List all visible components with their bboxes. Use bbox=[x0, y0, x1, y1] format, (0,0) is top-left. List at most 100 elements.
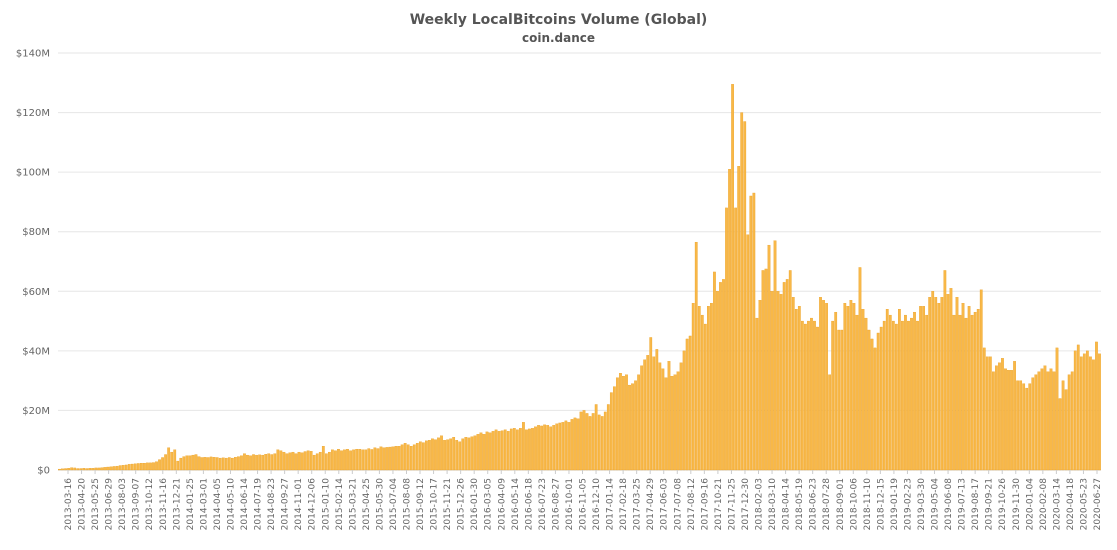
bar bbox=[867, 329, 871, 471]
bar bbox=[673, 374, 677, 471]
bar bbox=[497, 431, 501, 471]
bar bbox=[922, 306, 925, 471]
bar bbox=[249, 455, 252, 471]
bar bbox=[837, 329, 841, 471]
bar bbox=[1079, 356, 1083, 471]
bar bbox=[843, 303, 847, 471]
x-tick-label: 2015-12-26 bbox=[457, 478, 467, 531]
bar bbox=[828, 374, 832, 471]
bar bbox=[652, 356, 656, 471]
x-tick-label: 2018-04-14 bbox=[782, 478, 792, 531]
x-tick-label: 2013-04-20 bbox=[78, 478, 88, 531]
bar bbox=[916, 320, 919, 471]
x-tick-label: 2016-07-23 bbox=[538, 478, 548, 530]
bar bbox=[746, 234, 750, 471]
bar bbox=[294, 453, 298, 471]
bar bbox=[528, 428, 531, 471]
bar bbox=[140, 462, 143, 471]
bar bbox=[588, 416, 592, 471]
bar bbox=[758, 300, 762, 471]
bar bbox=[443, 440, 446, 471]
x-tick-label: 2018-05-19 bbox=[795, 478, 805, 531]
bar bbox=[188, 455, 192, 471]
bar bbox=[1046, 371, 1050, 471]
x-tick-label: 2018-12-15 bbox=[876, 478, 886, 530]
bar bbox=[606, 404, 610, 471]
bar bbox=[446, 439, 449, 471]
bar bbox=[643, 359, 647, 471]
bar bbox=[731, 84, 734, 471]
bar bbox=[1082, 353, 1086, 471]
bar bbox=[212, 457, 216, 471]
x-tick-label: 2020-03-14 bbox=[1052, 478, 1062, 531]
x-tick-label: 2016-05-14 bbox=[511, 478, 521, 531]
bar bbox=[949, 288, 953, 471]
bar bbox=[340, 450, 343, 471]
bar bbox=[1043, 365, 1047, 471]
bar bbox=[800, 320, 804, 471]
bar bbox=[852, 303, 856, 471]
bar bbox=[804, 323, 807, 471]
bar bbox=[100, 467, 104, 471]
bar bbox=[849, 300, 853, 471]
x-tick-label: 2017-09-16 bbox=[700, 478, 710, 531]
x-tick-label: 2018-07-28 bbox=[822, 478, 832, 531]
x-tick-label: 2014-09-27 bbox=[281, 478, 291, 530]
bar bbox=[700, 314, 704, 471]
bar bbox=[143, 462, 146, 471]
bar bbox=[94, 467, 98, 471]
x-tick-label: 2014-11-01 bbox=[294, 478, 304, 530]
y-tick-label: $100M bbox=[16, 168, 50, 179]
bar bbox=[531, 428, 534, 471]
bar bbox=[525, 429, 528, 471]
x-tick-label: 2015-02-14 bbox=[335, 478, 345, 531]
bar bbox=[788, 270, 792, 471]
bar bbox=[955, 297, 959, 471]
chart-title: Weekly LocalBitcoins Volume (Global) bbox=[409, 12, 708, 28]
bar bbox=[1064, 389, 1068, 471]
bar bbox=[397, 446, 401, 471]
bar bbox=[391, 446, 395, 471]
bar bbox=[561, 422, 565, 471]
bar bbox=[992, 371, 995, 471]
bar bbox=[428, 440, 431, 471]
x-tick-label: 2015-11-21 bbox=[443, 478, 453, 530]
bar bbox=[515, 429, 519, 471]
bar bbox=[810, 317, 813, 471]
bar bbox=[206, 457, 210, 471]
y-tick-label: $120M bbox=[16, 108, 50, 119]
bar bbox=[279, 450, 283, 471]
bar bbox=[85, 468, 89, 471]
bar bbox=[522, 422, 525, 471]
bar bbox=[331, 449, 334, 471]
bar bbox=[494, 429, 498, 471]
bar bbox=[79, 468, 83, 471]
bar bbox=[982, 347, 986, 471]
bar bbox=[1016, 380, 1019, 471]
bar bbox=[961, 303, 965, 471]
x-tick-label: 2013-11-16 bbox=[159, 478, 169, 531]
bar bbox=[1031, 377, 1035, 471]
bar bbox=[785, 279, 789, 471]
bar bbox=[149, 462, 152, 471]
bar bbox=[616, 377, 619, 471]
bar bbox=[464, 437, 468, 471]
bar bbox=[579, 411, 583, 471]
bar bbox=[1010, 370, 1013, 471]
bar bbox=[970, 314, 974, 471]
bar bbox=[297, 451, 301, 471]
bar bbox=[1034, 374, 1038, 471]
bar bbox=[491, 431, 495, 471]
bar bbox=[1067, 374, 1071, 471]
bar bbox=[861, 309, 865, 471]
bar bbox=[255, 454, 258, 471]
x-tick-label: 2016-11-05 bbox=[579, 478, 589, 530]
bar bbox=[855, 314, 859, 471]
bar bbox=[713, 271, 716, 471]
bar bbox=[691, 303, 695, 471]
bar bbox=[209, 456, 213, 471]
x-tick-label: 2015-01-10 bbox=[321, 478, 331, 531]
bar bbox=[537, 425, 540, 471]
bar bbox=[603, 411, 607, 471]
